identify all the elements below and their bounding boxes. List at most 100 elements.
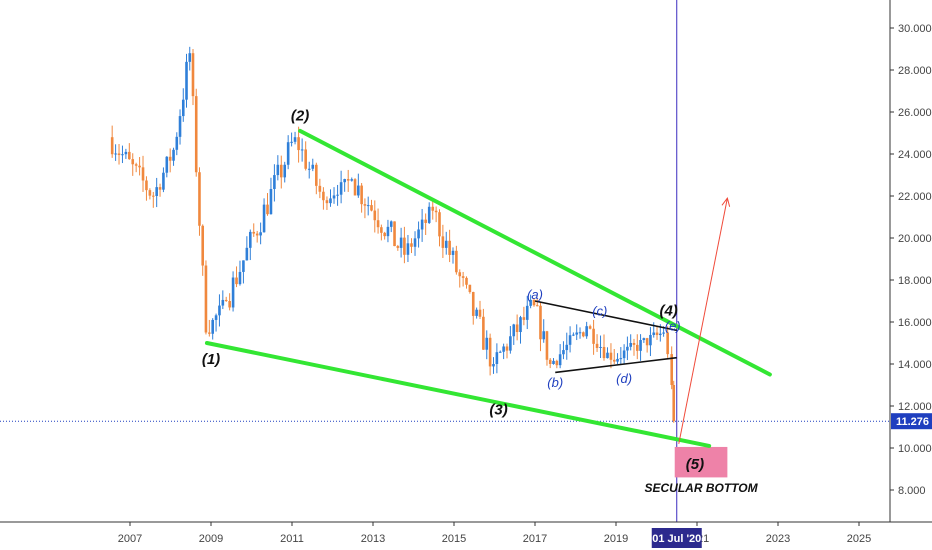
candle-body (201, 225, 205, 266)
candle-body (461, 276, 465, 278)
candle-body (168, 156, 172, 161)
candle-body (178, 116, 182, 137)
candle-body (204, 265, 208, 333)
candle-body (307, 168, 311, 170)
candle-body (259, 232, 262, 236)
candle-body (380, 227, 383, 233)
candle-body (376, 220, 380, 228)
candle-body (290, 141, 293, 143)
candle-body (214, 315, 218, 320)
candle-body (478, 309, 482, 317)
candle-body (485, 337, 489, 350)
candle-body (632, 342, 636, 345)
candle-body (357, 185, 360, 196)
candle-body (162, 172, 165, 190)
candle-body (406, 243, 410, 255)
projection-arrow-line (678, 198, 728, 444)
y-tick-label: 20.000 (898, 233, 932, 245)
wave-label: (4) (659, 303, 677, 320)
candle-body (612, 359, 616, 362)
candle-body (208, 332, 211, 334)
candle-body (152, 195, 155, 197)
x-tick-label: 2019 (604, 533, 628, 545)
candle-body (283, 164, 287, 178)
candle-body (373, 210, 377, 221)
candle-body (417, 229, 420, 239)
candle-body (438, 212, 441, 237)
candle-body (512, 324, 516, 337)
candle-body (505, 346, 509, 351)
candle-body (329, 198, 332, 204)
labels-layer: (1) (2) (3) (4) (5) (a) (b) (c) (d) (e) SECULAR BO… (202, 107, 759, 495)
candle-body (545, 331, 549, 360)
candle-body (525, 305, 529, 320)
x-tick-label: 2007 (118, 533, 142, 545)
candle-body (548, 359, 552, 364)
y-tick-label: 28.000 (898, 65, 932, 77)
candle-body (255, 233, 259, 236)
candle-body (141, 167, 145, 181)
candle-body (495, 352, 499, 364)
candle-body (185, 61, 188, 100)
candle-body (315, 164, 318, 186)
candle-body (155, 187, 158, 196)
y-tick-label: 16.000 (898, 317, 932, 329)
crosshair-date-badge (651, 528, 702, 548)
candle-body (242, 260, 245, 272)
candle-body (420, 219, 424, 230)
candle-body (235, 277, 238, 285)
candle-body (276, 164, 280, 176)
candle-body (666, 332, 669, 355)
candle-body (245, 247, 249, 261)
candle-body (300, 149, 304, 151)
candle-body (592, 328, 595, 344)
candle-body (158, 187, 162, 190)
candle-body (659, 333, 662, 336)
candle-body (343, 179, 346, 183)
candle-body (542, 331, 546, 340)
candle-body (198, 172, 201, 226)
candle-body (535, 305, 539, 307)
candle-body (622, 350, 626, 359)
sub-wave-label: (c) (592, 304, 607, 319)
candle-body (181, 99, 185, 117)
candle-body (575, 332, 579, 335)
candle-body (188, 53, 192, 62)
candle-body (645, 338, 649, 346)
candle-body (370, 205, 373, 211)
candle-body (134, 164, 138, 166)
candle-body (578, 332, 582, 334)
candle-body (121, 154, 124, 156)
candle-body (451, 250, 455, 255)
triangle-line-lower (555, 356, 677, 374)
candle-body (165, 156, 169, 173)
candle-body (238, 271, 242, 285)
candle-body (558, 354, 562, 366)
x-axis: 2007200920112013201520172019202120232025… (0, 521, 932, 548)
candle-body (297, 137, 300, 151)
candle-body (194, 96, 198, 173)
candle-body (629, 342, 632, 347)
candle-body (588, 326, 592, 329)
candle-body (572, 334, 575, 336)
y-tick-label: 24.000 (898, 149, 932, 161)
candle-body (488, 337, 492, 367)
candle-body (670, 354, 673, 385)
candle-body (279, 164, 283, 178)
candle-body (602, 346, 606, 359)
candle-body (410, 243, 413, 247)
sub-wave-label: (e) (665, 318, 681, 333)
candle-body (318, 185, 322, 192)
candle-body (492, 364, 495, 367)
candle-body (399, 237, 403, 248)
candle-body (639, 340, 642, 351)
candle-body (145, 180, 148, 191)
y-tick-label: 10.000 (898, 443, 932, 455)
candle-body (522, 317, 526, 320)
projection-arrow-head (721, 196, 731, 207)
candle-body (389, 221, 393, 227)
x-tick-label: 2009 (199, 533, 223, 545)
candle-body (304, 149, 307, 169)
x-tick-label: 2025 (847, 533, 871, 545)
candle-body (424, 219, 427, 223)
